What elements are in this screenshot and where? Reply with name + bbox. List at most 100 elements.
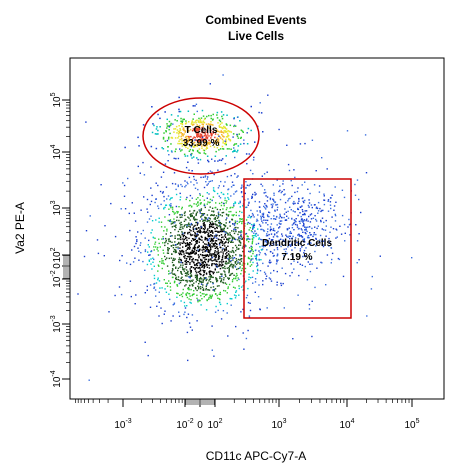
event-dot	[230, 273, 232, 275]
event-dot	[157, 277, 159, 279]
event-dot	[219, 225, 221, 227]
event-dot	[201, 266, 203, 268]
event-dot	[207, 228, 209, 230]
event-dot	[186, 279, 188, 282]
event-dot	[202, 246, 204, 248]
event-dot	[181, 262, 184, 264]
event-dot	[214, 247, 216, 249]
event-dot	[289, 240, 291, 243]
event-dot	[170, 122, 172, 125]
event-dot	[214, 242, 216, 244]
event-dot	[215, 150, 217, 153]
event-dot	[153, 274, 156, 277]
event-dot	[114, 294, 116, 297]
event-dot	[208, 227, 211, 229]
event-dot	[230, 131, 232, 133]
event-dot	[214, 251, 216, 254]
event-dot	[200, 135, 202, 137]
event-dot	[289, 245, 292, 247]
event-dot	[197, 259, 199, 261]
x-tick-label: 103	[271, 418, 286, 431]
event-dot	[250, 277, 252, 279]
event-dot	[225, 257, 228, 259]
event-dot	[135, 236, 137, 238]
event-dot	[166, 228, 168, 230]
event-dot	[202, 262, 204, 264]
event-dot	[175, 205, 178, 208]
event-dot	[211, 276, 213, 278]
event-dot	[314, 250, 316, 253]
event-dot	[175, 278, 177, 280]
event-dot	[238, 236, 240, 238]
event-dot	[182, 288, 184, 291]
event-dot	[218, 202, 221, 205]
event-dot	[195, 213, 197, 216]
event-dot	[279, 189, 281, 192]
event-dot	[228, 271, 230, 274]
event-dot	[303, 220, 305, 222]
event-dot	[182, 279, 185, 281]
event-dot	[178, 140, 180, 142]
event-dot	[252, 282, 254, 284]
event-dot	[189, 219, 191, 221]
event-dot	[284, 193, 286, 195]
event-dot	[314, 286, 316, 289]
event-dot	[200, 304, 202, 306]
event-dot	[222, 261, 225, 263]
event-dot	[268, 211, 271, 214]
event-dot	[126, 262, 128, 264]
event-dot	[240, 260, 243, 262]
event-dot	[219, 293, 222, 296]
event-dot	[195, 144, 197, 147]
event-dot	[226, 207, 228, 209]
event-dot	[219, 303, 222, 306]
event-dot	[214, 288, 217, 290]
event-dot	[310, 258, 312, 260]
event-dot	[206, 254, 208, 256]
event-dot	[183, 140, 186, 143]
event-dot	[255, 235, 257, 238]
event-dot	[222, 253, 224, 255]
event-dot	[187, 147, 189, 150]
event-dot	[202, 257, 205, 259]
event-dot	[186, 138, 188, 140]
event-dot	[177, 184, 179, 186]
event-dot	[199, 203, 202, 205]
event-dot	[327, 199, 330, 201]
event-dot	[271, 206, 273, 209]
event-dot	[197, 128, 199, 130]
event-dot	[197, 254, 200, 256]
event-dot	[221, 240, 224, 243]
event-dot	[174, 274, 177, 276]
event-dot	[348, 224, 351, 226]
event-dot	[215, 305, 217, 308]
event-dot	[206, 142, 209, 144]
t-cells-gate[interactable]	[142, 97, 260, 175]
event-dot	[177, 246, 179, 248]
event-dot	[229, 255, 232, 258]
dendritic-cells-gate[interactable]	[243, 178, 352, 319]
event-dot	[159, 126, 161, 128]
event-dot	[240, 311, 242, 313]
event-dot	[170, 245, 173, 247]
event-dot	[235, 214, 237, 217]
event-dot	[266, 242, 268, 244]
event-dot	[163, 279, 165, 281]
event-dot	[336, 229, 338, 231]
event-dot	[180, 135, 182, 138]
event-dot	[187, 126, 190, 129]
event-dot	[318, 241, 320, 244]
event-dot	[202, 288, 205, 290]
event-dot	[183, 118, 185, 121]
event-dot	[219, 126, 222, 128]
event-dot	[228, 256, 230, 258]
y-tick-label-group: 10-2	[50, 270, 63, 287]
event-dot	[275, 242, 278, 244]
event-dot	[228, 198, 230, 200]
event-dot	[194, 187, 197, 189]
event-dot	[248, 153, 250, 155]
event-dot	[214, 142, 216, 144]
event-dot	[227, 242, 229, 244]
event-dot	[198, 270, 201, 273]
event-dot	[172, 247, 175, 249]
